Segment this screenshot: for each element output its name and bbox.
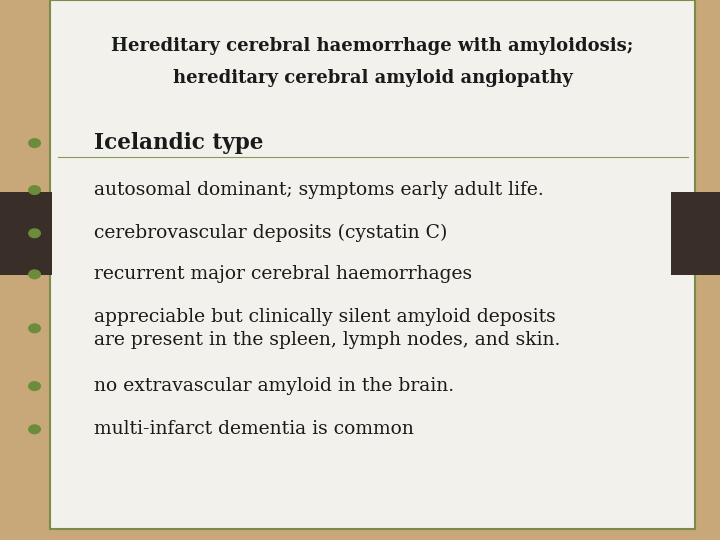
Circle shape — [29, 186, 40, 194]
Text: Icelandic type: Icelandic type — [94, 132, 263, 154]
Bar — [671, 192, 720, 275]
Circle shape — [29, 139, 40, 147]
Text: Hereditary cerebral haemorrhage with amyloidosis;: Hereditary cerebral haemorrhage with amy… — [112, 37, 634, 55]
Circle shape — [29, 382, 40, 390]
Text: cerebrovascular deposits (cystatin C): cerebrovascular deposits (cystatin C) — [94, 224, 447, 242]
Circle shape — [29, 270, 40, 279]
Circle shape — [29, 229, 40, 238]
Circle shape — [29, 425, 40, 434]
Text: no extravascular amyloid in the brain.: no extravascular amyloid in the brain. — [94, 377, 454, 395]
Circle shape — [29, 324, 40, 333]
Text: autosomal dominant; symptoms early adult life.: autosomal dominant; symptoms early adult… — [94, 181, 544, 199]
Text: multi-infarct dementia is common: multi-infarct dementia is common — [94, 420, 413, 438]
Text: hereditary cerebral amyloid angiopathy: hereditary cerebral amyloid angiopathy — [173, 69, 572, 87]
Bar — [0, 192, 52, 275]
Text: recurrent major cerebral haemorrhages: recurrent major cerebral haemorrhages — [94, 265, 472, 284]
Text: appreciable but clinically silent amyloid deposits
are present in the spleen, ly: appreciable but clinically silent amyloi… — [94, 308, 560, 349]
FancyBboxPatch shape — [50, 0, 695, 529]
